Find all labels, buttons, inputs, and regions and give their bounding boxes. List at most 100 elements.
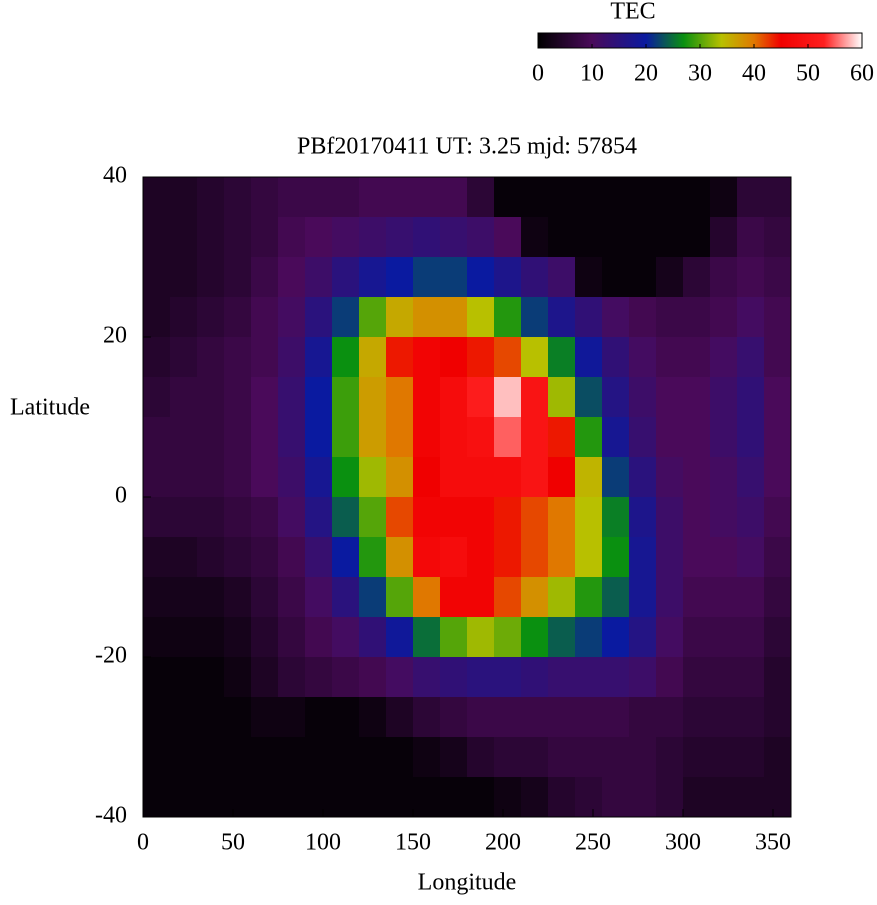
heatmap-cell [521,457,549,498]
colorbar-strip [809,33,811,48]
heatmap-cell [764,537,792,578]
heatmap-cell [710,737,738,778]
heatmap-cell [548,497,576,538]
heatmap-cell [278,417,306,458]
colorbar-strip [741,33,743,48]
heatmap-cell [521,617,549,658]
heatmap-cell [494,697,522,738]
colorbar-strip [739,33,741,48]
colorbar-strip [583,33,585,48]
colorbar-strip [709,33,711,48]
heatmap-cell [197,617,225,658]
colorbar-strip [669,33,671,48]
heatmap-cell [629,377,657,418]
colorbar-strip [703,33,705,48]
colorbar-strip [731,33,733,48]
heatmap-cell [413,617,441,658]
heatmap-cell [413,257,441,298]
heatmap-cell [278,297,306,338]
colorbar-strip [728,33,730,48]
x-tick-label: 100 [305,830,341,856]
heatmap-cell [278,257,306,298]
heatmap-cell [467,457,495,498]
heatmap-cell [413,657,441,698]
colorbar-strip [574,33,576,48]
heatmap-cell [278,737,306,778]
heatmap-cell [764,417,792,458]
colorbar-strip [804,33,806,48]
colorbar-strip [543,33,545,48]
heatmap-cell [764,337,792,378]
colorbar-strip [736,33,738,48]
colorbar-strip [786,33,788,48]
heatmap-cell [224,217,252,258]
heatmap-cell [359,217,387,258]
colorbar-strip [758,33,760,48]
colorbar-strip [705,33,707,48]
heatmap-cell [305,377,333,418]
colorbar-strip [544,33,546,48]
colorbar-strip [636,33,638,48]
heatmap-cell [143,177,171,218]
colorbar-strip [765,33,767,48]
colorbar-strip [837,33,839,48]
colorbar-strip [773,33,775,48]
colorbar-tick-label: 20 [634,61,658,87]
heatmap-cell [359,297,387,338]
colorbar-strip [749,33,751,48]
heatmap-cell [143,617,171,658]
colorbar-strip [585,33,587,48]
colorbar-strip [666,33,668,48]
heatmap-cell [413,417,441,458]
x-tick-label: 0 [137,830,149,856]
colorbar-strip [570,33,572,48]
colorbar-strip [814,33,816,48]
heatmap-cell [521,297,549,338]
heatmap-cell [737,417,765,458]
heatmap-cell [629,257,657,298]
heatmap-cell [170,257,198,298]
heatmap-cell [575,337,603,378]
heatmap-cell [494,377,522,418]
heatmap-cell [224,417,252,458]
colorbar-strip [815,33,817,48]
colorbar-strip [616,33,618,48]
colorbar-strip [688,33,690,48]
colorbar-strip [658,33,660,48]
colorbar-strip [685,33,687,48]
colorbar-strip [723,33,725,48]
colorbar-strip [655,33,657,48]
heatmap-cell [224,297,252,338]
colorbar-strip [677,33,679,48]
colorbar-strip [632,33,634,48]
heatmap-cell [197,577,225,618]
heatmap-cell [278,697,306,738]
colorbar-strip [710,33,712,48]
heatmap-cell [521,337,549,378]
heatmap-cell [224,737,252,778]
heatmap-cell [467,177,495,218]
colorbar-strip [844,33,846,48]
colorbar-strip [608,33,610,48]
colorbar-strip [777,33,779,48]
colorbar-strip [846,33,848,48]
colorbar-strip [547,33,549,48]
heatmap-cell [521,217,549,258]
heatmap-cell [575,457,603,498]
colorbar-strip [708,33,710,48]
heatmap-cell [197,657,225,698]
heatmap-cell [521,697,549,738]
heatmap-cell [494,737,522,778]
colorbar-strip [805,33,807,48]
heatmap-cell [413,177,441,218]
heatmap-cell [683,697,711,738]
colorbar-strip [557,33,559,48]
heatmap-cell [629,217,657,258]
heatmap-cell [602,697,630,738]
heatmap-cell [764,777,792,818]
heatmap-cell [710,617,738,658]
heatmap-cell [332,177,360,218]
colorbar-strip [542,33,544,48]
colorbar-strip [706,33,708,48]
